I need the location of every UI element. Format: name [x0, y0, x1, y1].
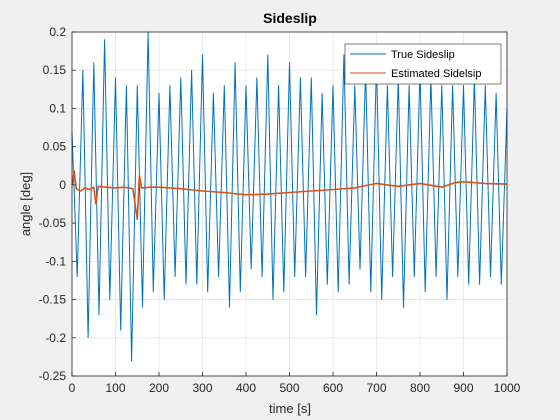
series-layer: [71, 31, 508, 362]
x-tick-label: 200: [149, 381, 169, 395]
x-tick-label: 800: [410, 381, 430, 395]
x-tick-label: 600: [323, 381, 343, 395]
x-tick-label: 0: [69, 381, 76, 395]
y-axis: -0.25 -0.2 -0.15 -0.1 -0.05 0 0.05 0.1 0.15 0.2: [39, 25, 76, 383]
x-tick-label: 500: [279, 381, 299, 395]
legend: True Sideslip Estimated Sidelsip: [344, 43, 502, 85]
x-tick-label: 400: [236, 381, 256, 395]
legend-label-true-sideslip: True Sideslip: [391, 49, 455, 61]
legend-label-estimated-sideslip: Estimated Sidelsip: [391, 68, 482, 80]
x-tick-label: 300: [192, 381, 212, 395]
x-axis-label: time [s]: [269, 401, 311, 416]
y-axis-label: angle [deg]: [18, 172, 33, 236]
y-tick-label: -0.1: [45, 254, 66, 268]
series-estimated-sideslip-line: [71, 170, 508, 221]
y-tick-label: -0.05: [39, 216, 67, 230]
x-tick-label: 100: [105, 381, 125, 395]
y-tick-label: 0.05: [43, 140, 67, 154]
y-tick-label: -0.2: [45, 331, 66, 345]
series-true-sideslip-line: [71, 31, 508, 362]
y-tick-label: -0.25: [39, 369, 67, 383]
x-tick-label: 1000: [494, 381, 521, 395]
x-axis: 0 100 200 300 400 500 600 700 800 900 1000: [69, 372, 521, 395]
chart-title: Sideslip: [263, 10, 317, 26]
x-tick-label: 900: [453, 381, 473, 395]
y-tick-label: 0.15: [43, 63, 67, 77]
legend-box: [344, 43, 502, 85]
y-tick-label: 0.2: [49, 25, 66, 39]
x-tick-label: 700: [366, 381, 386, 395]
y-tick-label: 0: [59, 178, 66, 192]
y-tick-label: -0.15: [39, 293, 67, 307]
y-tick-label: 0.1: [49, 101, 66, 115]
